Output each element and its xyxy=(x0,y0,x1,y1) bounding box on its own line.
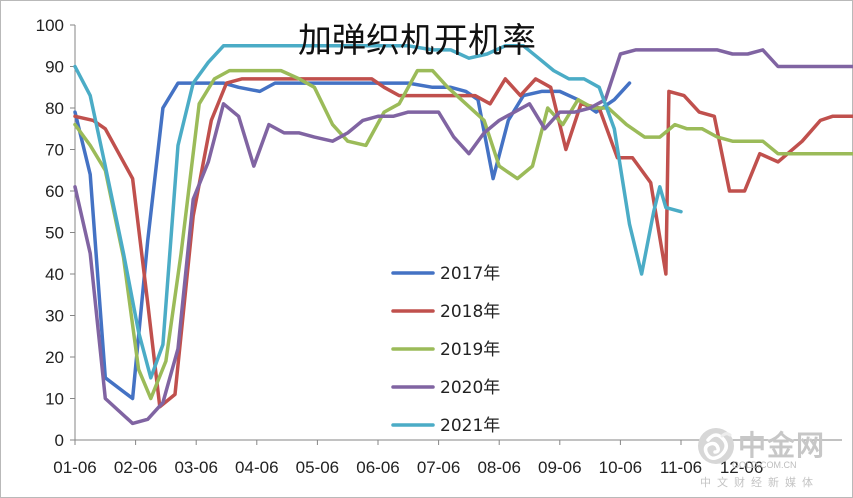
x-tick-label: 12-06 xyxy=(720,458,763,477)
y-tick-label: 70 xyxy=(45,141,64,160)
series-line-4 xyxy=(73,48,853,426)
x-tick-label: 06-06 xyxy=(356,458,399,477)
x-tick-label: 10-06 xyxy=(599,458,642,477)
watermark: 中金网 GOLD.COM.CN 中文财经新媒体 xyxy=(692,424,848,494)
legend-label-1: 2017年 xyxy=(440,264,500,284)
y-tick-label: 100 xyxy=(36,16,64,35)
watermark-domain: GOLD.COM.CN xyxy=(732,460,797,470)
x-tick-label: 02-06 xyxy=(114,458,157,477)
series-line-2 xyxy=(73,77,853,409)
x-tick-label: 09-06 xyxy=(538,458,581,477)
y-tick-label: 10 xyxy=(45,390,64,409)
coin-logo-icon xyxy=(698,428,734,464)
series-line-5 xyxy=(73,44,683,380)
legend-label-3: 2019年 xyxy=(440,340,500,360)
y-tick-label: 30 xyxy=(45,307,64,326)
x-tick-label: 04-06 xyxy=(235,458,278,477)
y-tick-label: 90 xyxy=(45,58,64,77)
legend-label-5: 2021年 xyxy=(440,416,500,436)
x-tick-label: 08-06 xyxy=(477,458,520,477)
series-line-1 xyxy=(73,81,632,401)
x-tick-label: 03-06 xyxy=(174,458,217,477)
x-tick-label: 05-06 xyxy=(296,458,339,477)
y-tick-label: 0 xyxy=(55,431,64,450)
legend-label-2: 2018年 xyxy=(440,302,500,322)
y-tick-label: 50 xyxy=(45,224,64,243)
x-tick-label: 11-06 xyxy=(660,458,702,477)
x-tick-label: 01-06 xyxy=(53,458,96,477)
y-tick-label: 20 xyxy=(45,348,64,367)
watermark-brand: 中金网 xyxy=(738,429,826,462)
legend-label-4: 2020年 xyxy=(440,378,500,398)
x-tick-label: 07-06 xyxy=(417,458,460,477)
series-line-3 xyxy=(73,68,853,401)
y-tick-label: 40 xyxy=(45,265,64,284)
chart-title: 加弹织机开机率 xyxy=(298,21,536,61)
y-tick-label: 80 xyxy=(45,99,64,118)
y-tick-label: 60 xyxy=(45,182,64,201)
watermark-subtitle: 中文财经新媒体 xyxy=(700,476,819,489)
